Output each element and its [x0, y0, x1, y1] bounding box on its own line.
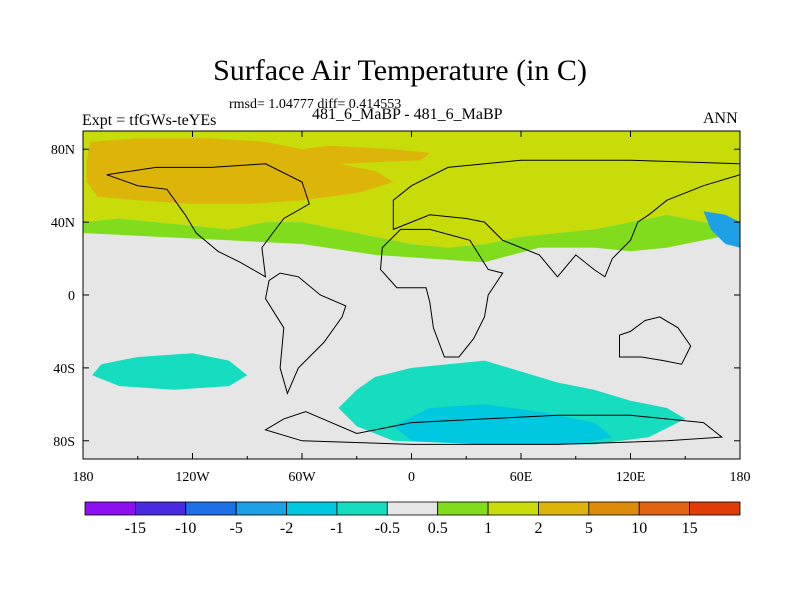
coastline-1: [379, 228, 504, 358]
coastline-5: [392, 159, 740, 278]
colorbar-swatch: [538, 501, 590, 516]
colorbar-swatch: [286, 501, 338, 516]
colorbar-label: 5: [585, 520, 593, 537]
colorbar-label: -15: [125, 520, 146, 537]
region-mid-latitude-green-band: [83, 214, 740, 263]
x-tick-label: 60W: [288, 470, 316, 485]
colorbar-label: 10: [631, 520, 647, 537]
colorbar-label: 2: [534, 520, 542, 537]
y-tick-label: 40S: [53, 362, 75, 377]
colorbar-label: -2: [280, 520, 293, 537]
y-tick-label: 80N: [51, 143, 75, 158]
season-label: ANN: [703, 110, 738, 127]
coastline-2: [619, 316, 692, 365]
colorbar-swatch: [588, 501, 640, 516]
region-northern-hemisphere-strong-warming: [86, 138, 430, 204]
comparison-label: 481_6_MaBP - 481_6_MaBP: [312, 106, 503, 123]
colorbar-swatch: [386, 501, 439, 516]
chart-title: Surface Air Temperature (in C): [213, 54, 587, 87]
region-east-asia-cooling: [703, 211, 740, 248]
colorbar-label: -5: [229, 520, 242, 537]
colorbar-swatch: [235, 501, 287, 516]
colorbar-label: 1: [484, 520, 492, 537]
map-plot-area: [83, 131, 740, 459]
x-tick-label: 0: [408, 470, 415, 485]
experiment-label: Expt = tfGWs-teYEs: [82, 112, 217, 129]
colorbar-label: -0.5: [375, 520, 400, 537]
region-south-pacific-cooling: [92, 353, 248, 390]
colorbar-label: 15: [682, 520, 698, 537]
colorbar-swatch: [437, 501, 489, 516]
x-tick-label: 120W: [175, 470, 210, 485]
colorbar-label: -1: [330, 520, 343, 537]
colorbar-swatch: [638, 501, 691, 516]
x-tick-label: 180: [730, 470, 751, 485]
colorbar: -15 -10 -5 -2 -1 -0.5 0.5 1 2 5 10 15: [84, 501, 741, 537]
colorbar-label: 0.5: [428, 520, 448, 537]
x-tick-label: 60E: [510, 470, 533, 485]
chart-subtitle: rmsd= 1.04777 diff= 0.414553: [229, 97, 402, 112]
x-tick-label: 180: [73, 470, 94, 485]
colorbar-swatch: [689, 501, 741, 516]
colorbar-swatch: [336, 501, 388, 516]
colorbar-swatch: [185, 501, 237, 516]
coastline-3: [264, 411, 724, 445]
region-antarctic-coast-cooling: [393, 404, 613, 445]
colorbar-swatch: [487, 501, 539, 516]
x-tick-label: 120E: [616, 470, 646, 485]
y-tick-label: 80S: [53, 435, 75, 450]
map-axes: 180 120W 60W 0 60E 120E 180 80N 40N 0 40S 80S: [51, 130, 751, 485]
coastline-0: [264, 272, 347, 395]
y-tick-label: 0: [68, 289, 75, 304]
colorbar-swatch: [134, 501, 187, 516]
coastline-4: [106, 163, 310, 278]
y-tick-label: 40N: [51, 216, 75, 231]
colorbar-swatch: [84, 501, 136, 516]
colorbar-label: -10: [175, 520, 196, 537]
